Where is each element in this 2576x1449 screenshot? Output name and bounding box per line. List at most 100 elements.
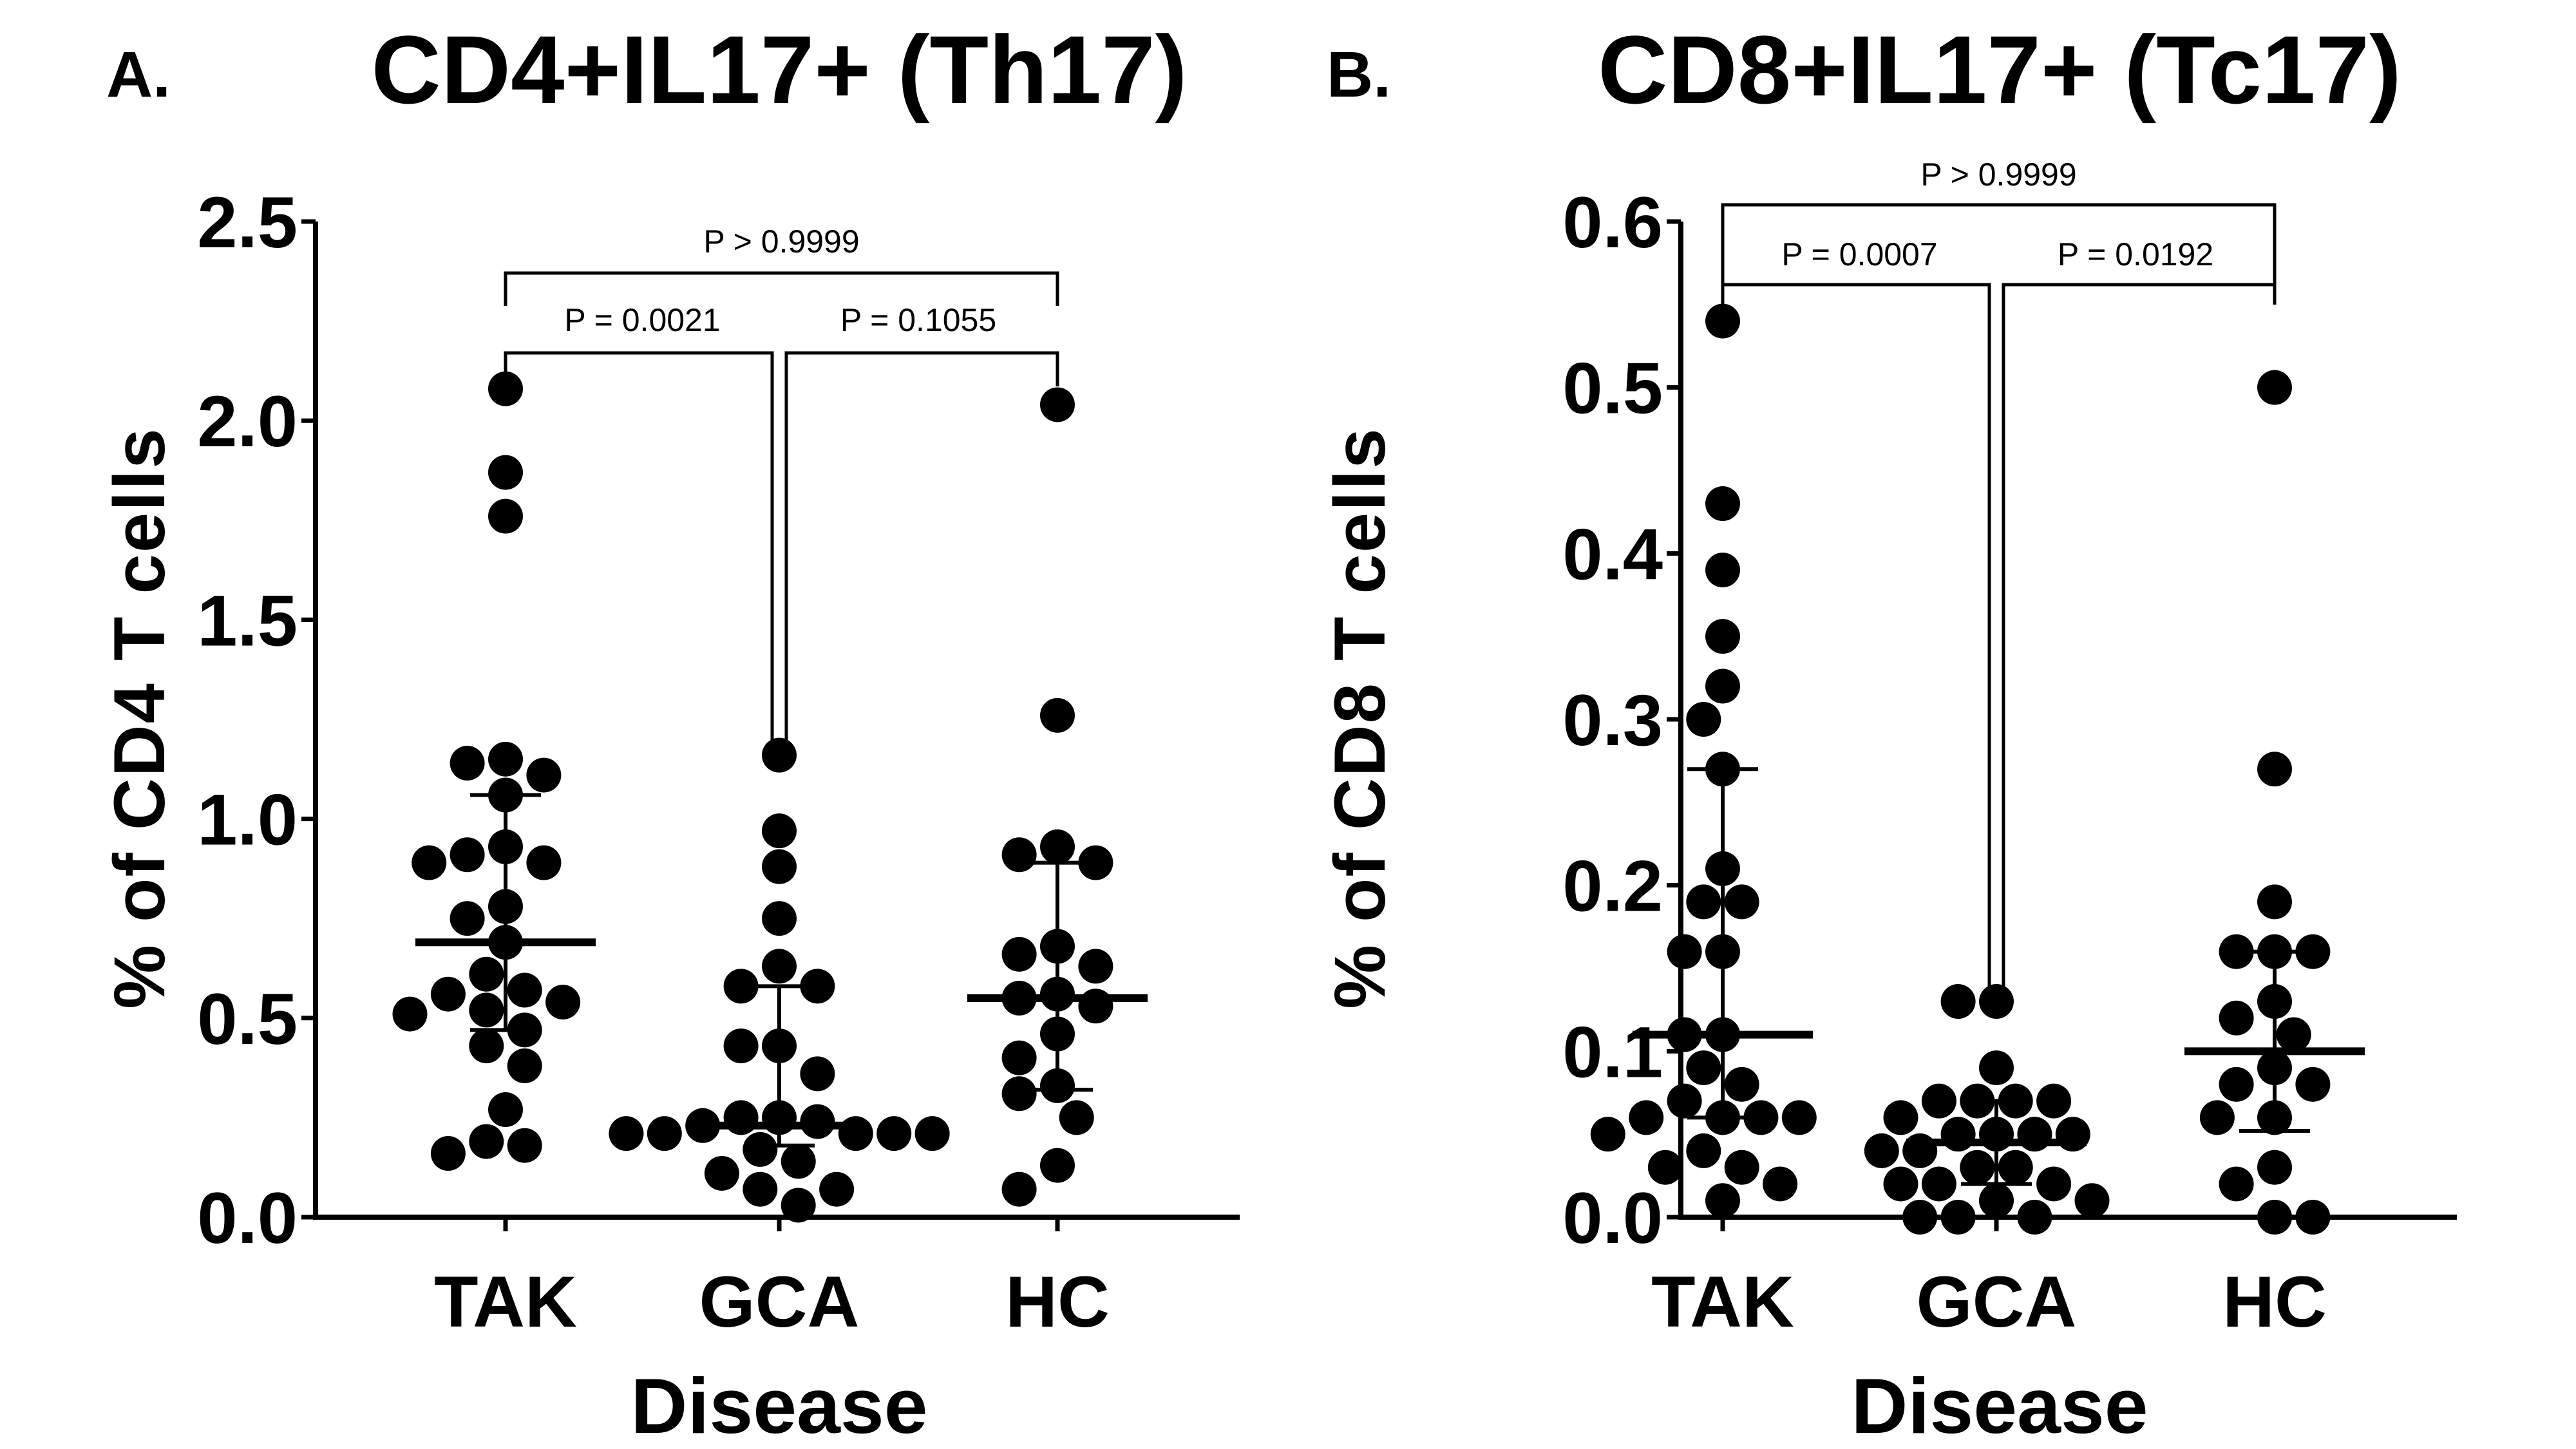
significance-bracket [504, 351, 774, 757]
panel-b-gca-point [1902, 1133, 1938, 1168]
p-value-label: P > 0.9999 [703, 223, 859, 260]
panel-b-tak-point [1686, 1133, 1721, 1168]
panel-b-gca-point [1921, 1166, 1956, 1202]
p-value-label: P > 0.9999 [1920, 156, 2076, 193]
panel-a-gca-point [914, 1116, 950, 1151]
panel-a-gca-point [800, 1056, 835, 1092]
panel-b-gca-point [1921, 1083, 1956, 1119]
panel-b-y-tick-label: 0.3 [1562, 680, 1663, 761]
panel-b-hc-point [2219, 934, 2254, 969]
panel-b-gca-point [2074, 1183, 2110, 1218]
panel-a-gca-point [762, 737, 797, 773]
panel-b-gca-point [2036, 1083, 2072, 1119]
panel-b-tak-point [1705, 619, 1740, 654]
panel-b-tak-point [1705, 303, 1740, 339]
panel-a-tak-point [488, 371, 523, 406]
panel-a-marks [392, 371, 1148, 1223]
panel-b-tak-point [1686, 702, 1721, 737]
panel-a-letter: A. [106, 39, 171, 111]
panel-b-gca-point [1979, 984, 2014, 1019]
panel-a-hc-point [1001, 1171, 1037, 1207]
panel-b-tak-point [1763, 1166, 1798, 1202]
panel-a-tak-point [507, 1048, 542, 1084]
panel-b-gca-point [1979, 1183, 2014, 1218]
panel-b-tak-point [1667, 1083, 1702, 1119]
panel-a-tak-point [488, 498, 523, 534]
panel-a-gca-point [819, 1171, 855, 1207]
panel-b-letter: B. [1327, 39, 1391, 111]
panel-b-hc-point [2257, 752, 2292, 787]
panel-a-hc-point [1001, 1076, 1037, 1112]
panel-b-tak-point [1724, 1150, 1759, 1185]
panel-b-tak-point [1724, 884, 1759, 920]
panel-b-y-tick-label: 0.4 [1562, 514, 1663, 594]
panel-a-y-tick-label: 1.5 [197, 580, 298, 661]
significance-bracket [2002, 283, 2277, 998]
panel-b-gca-point [1883, 1100, 1918, 1135]
panel-b-gca-point [1998, 1150, 2033, 1185]
panel-a-title: CD4+IL17+ (Th17) [371, 15, 1187, 124]
panel-a-tak-point [450, 837, 485, 873]
panel-b-hc-point [2257, 1200, 2292, 1235]
panel-a-hc-point [1040, 829, 1075, 864]
panel-a-tak-point [507, 972, 542, 1008]
panel-a-tak-point [430, 976, 466, 1012]
panel-a-gca-point [762, 849, 797, 884]
panel-a-tak-point [430, 1136, 466, 1171]
panel-a-x-axis-title: Disease [630, 1362, 927, 1449]
panel-b-gca-point [1960, 1150, 1995, 1185]
panel-b-gca-point [1979, 1050, 2014, 1086]
panel-b-y-tick-label: 0.6 [1562, 182, 1663, 263]
panel-b-x-tick-label: HC [2222, 1262, 2327, 1342]
panel-b-title: CD8+IL17+ (Tc17) [1598, 15, 2401, 124]
panel-a-gca-point [762, 901, 797, 936]
panel-b-gca-point [1883, 1166, 1918, 1202]
panel-a-tak-point [450, 746, 485, 781]
panel-b-gca-point [1940, 1117, 1976, 1152]
panel-b-axes: 0.0 0.1 0.2 0.3 0.4 0.5 0.6 TAK GCA HC [1562, 182, 2457, 1342]
panel-a-tak-point [488, 455, 523, 490]
panel-b-hc-point [2219, 1166, 2254, 1202]
panel-a-y-tick-label: 1.0 [197, 780, 298, 860]
panel-a-gca-point [723, 1028, 759, 1064]
panel-a-hc-point [1078, 949, 1113, 984]
panel-a-tak-point [488, 741, 523, 777]
panel-a-gca-point [876, 1116, 912, 1151]
panel-a-hc-point [1001, 1040, 1037, 1075]
panel-a-hc-point [1059, 1100, 1094, 1135]
panel-b-y-tick-label: 0.5 [1562, 348, 1663, 429]
panel-b-hc-point [2276, 1017, 2311, 1052]
panel-a-x-tick-label: HC [1005, 1262, 1110, 1342]
panel-b-gca-point [2055, 1117, 2090, 1152]
panel-b-gca-point [2017, 1117, 2052, 1152]
panel-a-axes: 0.0 0.5 1.0 1.5 2.0 2.5 TAK GCA HC [197, 182, 1240, 1342]
panel-a-x-tick-label: GCA [699, 1262, 860, 1342]
panel-b-tak-point [1705, 553, 1740, 588]
panel-a-gca-point [838, 1116, 873, 1151]
panel-b-hc-point [2295, 934, 2331, 969]
panel-b: B. CD8+IL17+ (Tc17) % of CD8 T cells Dis… [1320, 15, 2457, 1449]
panel-a-hc-point [1040, 697, 1075, 733]
p-value-label: P = 0.1055 [840, 302, 996, 338]
panel-b-y-tick-label: 0.0 [1562, 1178, 1663, 1258]
panel-b-gca-point [1902, 1200, 1938, 1235]
panel-a-gca-point [762, 949, 797, 984]
panel-b-tak-point [1686, 884, 1721, 920]
panel-a-hc-point [1040, 387, 1075, 422]
panel-a-tak-point [488, 1092, 523, 1128]
panel-a-gca-point [647, 1116, 682, 1151]
panel-b-y-axis-title: % of CD8 T cells [1320, 427, 1400, 1009]
panel-a-gca-point [743, 1171, 778, 1207]
panel-b-gca-point [1864, 1133, 1899, 1168]
panel-b-gca-point [1940, 1200, 1976, 1235]
p-value-label: P = 0.0021 [564, 302, 720, 338]
panel-a-gca-point [762, 813, 797, 849]
panel-a-hc-point [1001, 837, 1037, 873]
panel-b-y-tick-label: 0.2 [1562, 846, 1663, 927]
panel-b-tak-point [1724, 1066, 1759, 1102]
panel-b-hc-point [2257, 370, 2292, 405]
panel-a-y-tick-label: 0.5 [197, 979, 298, 1059]
panel-b-tak-point [1743, 1100, 1779, 1135]
panel-a-tak-point [469, 1124, 504, 1159]
